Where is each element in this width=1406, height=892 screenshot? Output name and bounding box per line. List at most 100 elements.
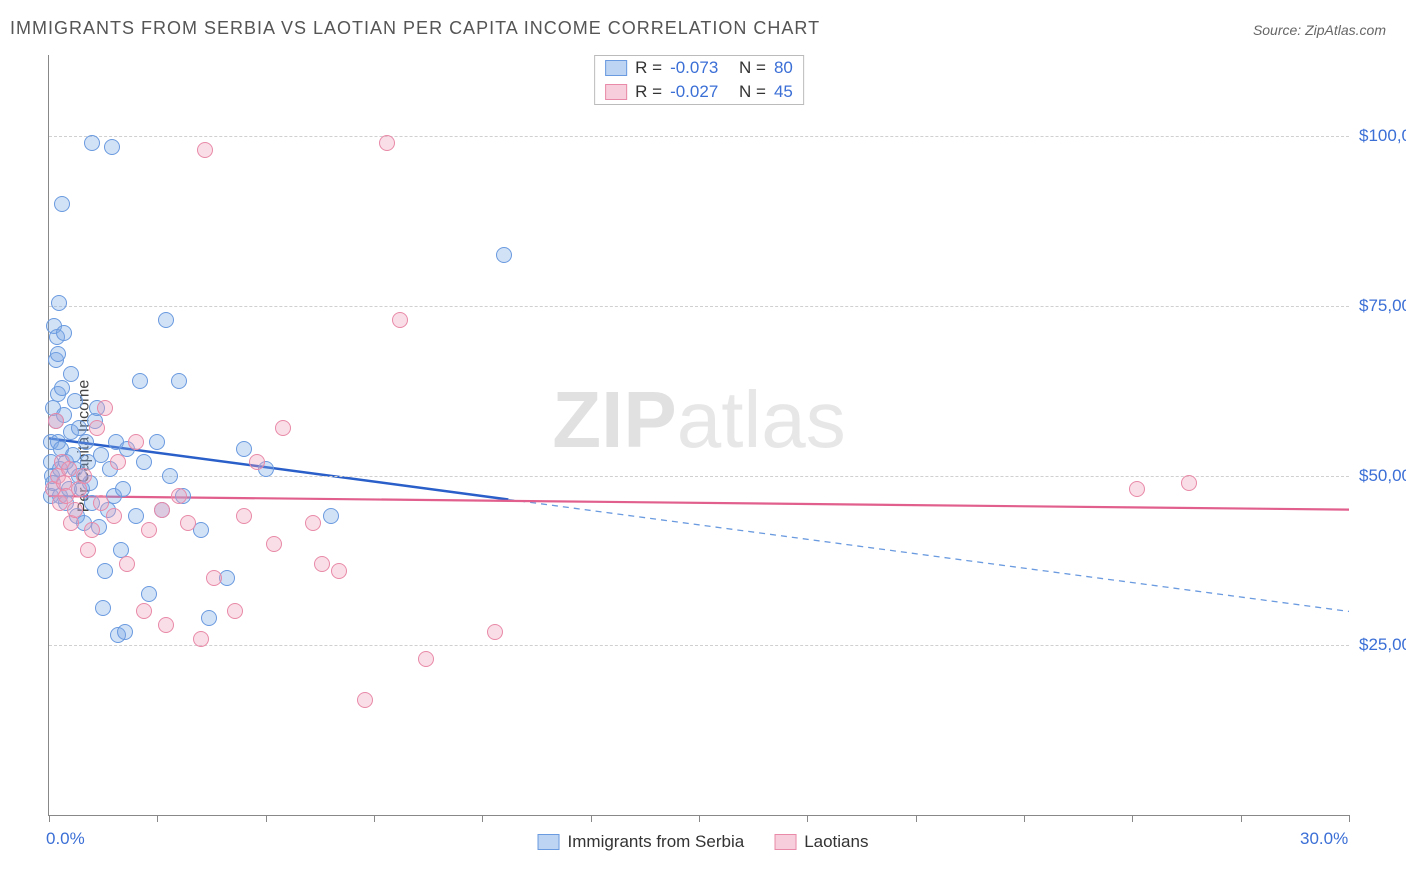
point-laotian [392,312,408,328]
point-laotian [128,434,144,450]
r-label: R = [635,58,662,78]
chart-container: IMMIGRANTS FROM SERBIA VS LAOTIAN PER CA… [0,0,1406,892]
watermark: ZIPatlas [552,374,845,466]
watermark-bold: ZIP [552,375,676,464]
legend-series: Immigrants from Serbia Laotians [538,832,869,852]
point-laotian [48,413,64,429]
n-value-serbia: 80 [774,58,793,78]
x-tick [49,815,50,822]
point-serbia [63,366,79,382]
y-tick-label: $100,000 [1359,126,1406,146]
point-laotian [67,502,83,518]
source-citation: Source: ZipAtlas.com [1253,22,1386,38]
point-laotian [110,454,126,470]
x-tick [591,815,592,822]
point-laotian [154,502,170,518]
x-tick [266,815,267,822]
point-serbia [97,563,113,579]
swatch-pink-icon [605,84,627,100]
point-laotian [63,515,79,531]
point-serbia [67,393,83,409]
r-value-laotians: -0.027 [670,82,718,102]
point-laotian [93,495,109,511]
point-serbia [171,373,187,389]
trend-lines-svg [49,55,1349,815]
point-laotian [206,570,222,586]
point-laotian [158,617,174,633]
point-serbia [136,454,152,470]
legend-item-laotians: Laotians [774,832,868,852]
point-laotian [97,400,113,416]
point-serbia [117,624,133,640]
watermark-light: atlas [677,375,846,464]
point-laotian [61,461,77,477]
point-serbia [323,508,339,524]
y-tick-label: $75,000 [1359,296,1406,316]
point-serbia [141,586,157,602]
point-serbia [95,600,111,616]
point-serbia [51,295,67,311]
point-serbia [201,610,217,626]
chart-title: IMMIGRANTS FROM SERBIA VS LAOTIAN PER CA… [10,18,820,39]
legend-label-serbia: Immigrants from Serbia [568,832,745,852]
plot-area: ZIPatlas R = -0.073 N = 80 R = -0.027 N … [48,55,1349,816]
point-laotian [193,631,209,647]
y-tick-label: $25,000 [1359,635,1406,655]
point-serbia [236,441,252,457]
x-tick [482,815,483,822]
point-laotian [106,508,122,524]
x-tick [157,815,158,822]
point-serbia [115,481,131,497]
point-laotian [89,420,105,436]
x-tick [699,815,700,822]
point-serbia [78,434,94,450]
point-laotian [379,135,395,151]
point-serbia [496,247,512,263]
point-laotian [314,556,330,572]
point-serbia [84,135,100,151]
x-tick [1132,815,1133,822]
point-laotian [71,481,87,497]
point-laotian [76,468,92,484]
n-label: N = [739,82,766,102]
point-laotian [249,454,265,470]
point-serbia [132,373,148,389]
point-serbia [128,508,144,524]
point-laotian [84,522,100,538]
point-laotian [119,556,135,572]
source-value: ZipAtlas.com [1305,22,1386,38]
legend-row-laotians: R = -0.027 N = 45 [595,80,803,104]
point-laotian [1129,481,1145,497]
grid-line [49,645,1349,646]
x-tick [1349,815,1350,822]
x-tick [374,815,375,822]
point-serbia [162,468,178,484]
y-tick-label: $50,000 [1359,466,1406,486]
point-laotian [141,522,157,538]
point-serbia [158,312,174,328]
point-laotian [1181,475,1197,491]
point-serbia [56,325,72,341]
point-serbia [104,139,120,155]
x-tick [916,815,917,822]
x-axis-max-label: 30.0% [1300,829,1348,849]
point-laotian [275,420,291,436]
legend-label-laotians: Laotians [804,832,868,852]
point-laotian [171,488,187,504]
point-laotian [180,515,196,531]
x-axis-min-label: 0.0% [46,829,85,849]
x-tick [807,815,808,822]
legend-row-serbia: R = -0.073 N = 80 [595,56,803,80]
r-value-serbia: -0.073 [670,58,718,78]
legend-item-serbia: Immigrants from Serbia [538,832,745,852]
point-laotian [357,692,373,708]
point-laotian [331,563,347,579]
grid-line [49,476,1349,477]
swatch-blue-icon [605,60,627,76]
n-label: N = [739,58,766,78]
grid-line [49,136,1349,137]
swatch-blue-icon [538,834,560,850]
point-laotian [305,515,321,531]
point-serbia [54,380,70,396]
point-laotian [487,624,503,640]
